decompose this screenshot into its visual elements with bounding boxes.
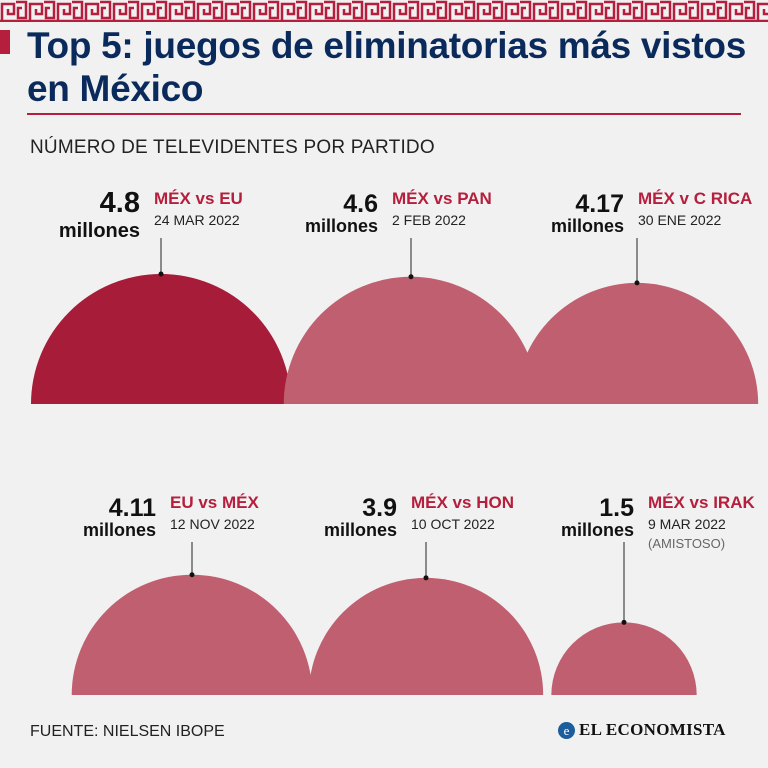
unit-label: millones: [551, 216, 624, 236]
note-label: (AMISTOSO): [648, 536, 725, 551]
source-note: FUENTE: NIELSEN IBOPE: [30, 723, 225, 740]
value-label: 4.6: [343, 190, 378, 218]
semicircle-bubble: [551, 622, 697, 695]
chart-subtitle: NÚMERO DE TELEVIDENTES POR PARTIDO: [30, 137, 435, 158]
match-label: EU vs MÉX: [170, 493, 259, 512]
match-label: MÉX vs HON: [411, 493, 514, 512]
semicircle-bubble: [515, 282, 759, 404]
unit-label: millones: [324, 520, 397, 540]
unit-label: millones: [59, 220, 140, 242]
unit-label: millones: [83, 520, 156, 540]
date-label: 2 FEB 2022: [392, 212, 466, 228]
match-label: MÉX vs IRAK: [648, 493, 755, 512]
leader-dot: [408, 274, 414, 280]
leader-dot: [158, 271, 164, 277]
unit-label: millones: [305, 216, 378, 236]
match-label: MÉX v C RICA: [638, 189, 752, 208]
value-label: 4.8: [100, 187, 140, 219]
date-label: 10 OCT 2022: [411, 516, 495, 532]
semicircle-bubble: [71, 574, 313, 695]
decorative-border: [0, 0, 768, 22]
leader-dot: [189, 572, 195, 578]
logo-icon: e: [558, 721, 575, 739]
date-label: 30 ENE 2022: [638, 212, 721, 228]
semicircle-bubble: [31, 274, 291, 404]
leader-dot: [621, 619, 627, 625]
title-divider: [27, 113, 741, 115]
semicircle-bubble: [283, 276, 539, 404]
date-label: 12 NOV 2022: [170, 516, 255, 532]
logo-text: EL ECONOMISTA: [579, 720, 726, 739]
publisher-logo: e EL ECONOMISTA: [558, 720, 726, 740]
value-label: 4.17: [575, 190, 624, 218]
date-label: 24 MAR 2022: [154, 212, 240, 228]
leader-dot: [634, 280, 640, 286]
unit-label: millones: [561, 520, 634, 540]
value-label: 1.5: [599, 494, 634, 522]
match-label: MÉX vs EU: [154, 189, 243, 208]
page-title: Top 5: juegos de eliminatorias más visto…: [27, 25, 746, 109]
date-label: 9 MAR 2022: [648, 516, 726, 532]
value-label: 3.9: [362, 494, 397, 522]
leader-dot: [423, 575, 429, 581]
title-marker: [0, 30, 10, 54]
match-label: MÉX vs PAN: [392, 189, 492, 208]
semicircle-bubble: [308, 577, 544, 695]
value-label: 4.11: [109, 494, 156, 522]
